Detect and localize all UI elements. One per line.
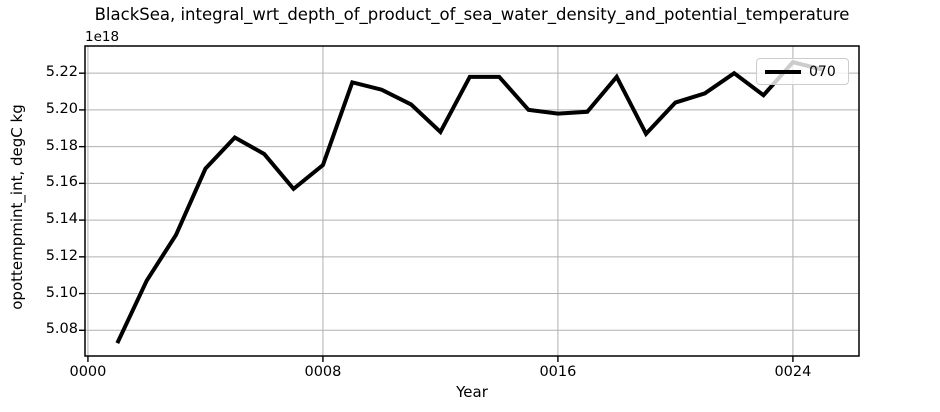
y-axis-offset-text: 1e18: [85, 29, 120, 45]
plot-border: [84, 45, 860, 357]
x-tick-label: 0024: [774, 364, 812, 380]
y-tick-label: 5.18: [45, 137, 78, 154]
x-axis-label: Year: [456, 383, 488, 401]
x-tick-label: 0008: [304, 364, 342, 380]
y-tick-label: 5.10: [45, 284, 78, 301]
y-tick-label: 5.12: [45, 247, 78, 264]
y-tick-label: 5.22: [45, 64, 78, 81]
series-line: [115, 59, 823, 344]
y-tick-label: 5.08: [45, 321, 78, 338]
chart-title: BlackSea, integral_wrt_depth_of_product_…: [94, 5, 850, 24]
y-tick-label: 5.20: [45, 100, 78, 117]
legend: 070: [756, 58, 849, 85]
y-axis-label: opottempmint_int, degC kg: [8, 104, 26, 310]
legend-line-sample-icon: [765, 69, 801, 74]
y-tick-label: 5.16: [45, 174, 78, 191]
legend-label: 070: [809, 63, 836, 80]
x-tick-label: 0016: [539, 364, 577, 380]
y-tick-label: 5.14: [45, 211, 78, 228]
x-tick-label: 0000: [69, 364, 107, 380]
